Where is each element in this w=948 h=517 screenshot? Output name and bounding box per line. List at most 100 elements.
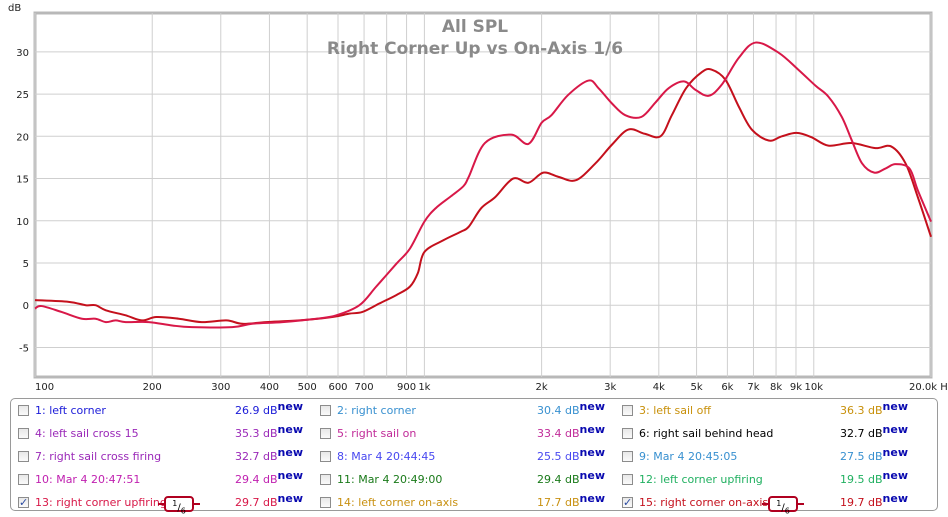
legend-label: 10: Mar 4 20:47:51	[35, 470, 140, 490]
smoothing-badge[interactable]: 1/6	[768, 496, 798, 512]
smoothing-badge[interactable]: 1/6	[164, 496, 194, 512]
legend-value: 19.7 dB	[840, 496, 883, 509]
legend-checkbox[interactable]	[320, 451, 331, 462]
legend-label: 12: left corner upfiring	[639, 470, 763, 490]
legend-value: 19.5 dB	[840, 473, 883, 486]
new-tag: new	[883, 400, 908, 413]
new-tag: new	[278, 492, 303, 505]
legend-item[interactable]: 10: Mar 4 20:47:51 29.4 dBnew	[18, 470, 303, 490]
legend-label: 4: left sail cross 15	[35, 424, 139, 444]
new-tag: new	[883, 423, 908, 436]
legend-value: 27.5 dB	[840, 450, 883, 463]
x-tick-label: 6k	[721, 382, 733, 393]
legend-item[interactable]: 1: left corner 26.9 dBnew	[18, 401, 303, 421]
legend-checkbox[interactable]	[18, 497, 29, 508]
chart-title: All SPL	[442, 17, 508, 37]
legend-checkbox[interactable]	[18, 451, 29, 462]
legend-label: 5: right sail on	[337, 424, 416, 444]
x-tick-label: 700	[355, 382, 374, 393]
x-tick-label: 1k	[418, 382, 430, 393]
legend-label: 8: Mar 4 20:44:45	[337, 447, 435, 467]
legend-item[interactable]: 5: right sail on 33.4 dBnew	[320, 424, 605, 444]
x-tick-label: 100	[35, 382, 54, 393]
y-tick-label: 30	[16, 48, 29, 59]
legend-checkbox[interactable]	[320, 474, 331, 485]
x-tick-label: 10k	[805, 382, 824, 393]
new-tag: new	[883, 446, 908, 459]
legend-checkbox[interactable]	[320, 497, 331, 508]
x-tick-label: 20.0k Hz	[909, 382, 948, 393]
legend-value: 35.3 dB	[235, 427, 278, 440]
legend-value: 29.4 dB	[537, 473, 580, 486]
x-tick-label: 7k	[747, 382, 759, 393]
legend-label: 9: Mar 4 20:45:05	[639, 447, 737, 467]
x-tick-label: 200	[143, 382, 162, 393]
new-tag: new	[580, 492, 605, 505]
legend-checkbox[interactable]	[320, 428, 331, 439]
legend-checkbox[interactable]	[622, 497, 633, 508]
legend-checkbox[interactable]	[622, 474, 633, 485]
chart-subtitle: Right Corner Up vs On-Axis 1/6	[327, 39, 623, 59]
y-axis-label: dB	[8, 3, 21, 14]
x-tick-label: 5k	[690, 382, 702, 393]
legend-item[interactable]: 14: left corner on-axis 17.7 dBnew	[320, 493, 605, 513]
y-tick-label: -5	[19, 343, 29, 354]
legend-label: 3: left sail off	[639, 401, 711, 421]
legend-value: 30.4 dB	[537, 404, 580, 417]
legend-checkbox[interactable]	[320, 405, 331, 416]
x-tick-label: 500	[298, 382, 317, 393]
legend-value: 17.7 dB	[537, 496, 580, 509]
legend-value: 26.9 dB	[235, 404, 278, 417]
new-tag: new	[580, 469, 605, 482]
legend-label: 14: left corner on-axis	[337, 493, 458, 513]
x-tick-label: 3k	[604, 382, 616, 393]
new-tag: new	[883, 492, 908, 505]
x-tick-label: 2k	[536, 382, 548, 393]
legend-value: 29.4 dB	[235, 473, 278, 486]
x-tick-label: 4k	[653, 382, 665, 393]
legend-checkbox[interactable]	[622, 451, 633, 462]
new-tag: new	[580, 446, 605, 459]
y-tick-label: 5	[23, 259, 29, 270]
y-tick-label: 0	[23, 301, 29, 312]
legend-checkbox[interactable]	[18, 474, 29, 485]
x-tick-label: 400	[260, 382, 279, 393]
x-tick-label: 900	[397, 382, 416, 393]
legend-value: 32.7 dB	[840, 427, 883, 440]
y-tick-label: 20	[16, 132, 29, 143]
legend-checkbox[interactable]	[18, 405, 29, 416]
y-tick-label: 10	[16, 217, 29, 228]
new-tag: new	[278, 423, 303, 436]
legend-item[interactable]: 12: left corner upfiring 19.5 dBnew	[622, 470, 908, 490]
legend-item[interactable]: 4: left sail cross 15 35.3 dBnew	[18, 424, 303, 444]
x-tick-label: 300	[211, 382, 230, 393]
y-tick-label: 25	[16, 90, 29, 101]
new-tag: new	[883, 469, 908, 482]
legend-label: 11: Mar 4 20:49:00	[337, 470, 442, 490]
new-tag: new	[580, 423, 605, 436]
legend-item[interactable]: 9: Mar 4 20:45:05 27.5 dBnew	[622, 447, 908, 467]
new-tag: new	[580, 400, 605, 413]
legend-label: 1: left corner	[35, 401, 106, 421]
legend-label: 6: right sail behind head	[639, 424, 773, 444]
new-tag: new	[278, 469, 303, 482]
x-tick-label: 600	[328, 382, 347, 393]
legend-checkbox[interactable]	[18, 428, 29, 439]
legend-label: 15: right corner on-axis	[639, 493, 768, 513]
legend-item[interactable]: 11: Mar 4 20:49:00 29.4 dBnew	[320, 470, 605, 490]
new-tag: new	[278, 400, 303, 413]
legend-value: 33.4 dB	[537, 427, 580, 440]
legend-value: 32.7 dB	[235, 450, 278, 463]
legend-checkbox[interactable]	[622, 428, 633, 439]
legend-item[interactable]: 6: right sail behind head 32.7 dBnew	[622, 424, 908, 444]
legend-value: 29.7 dB	[235, 496, 278, 509]
legend-checkbox[interactable]	[622, 405, 633, 416]
